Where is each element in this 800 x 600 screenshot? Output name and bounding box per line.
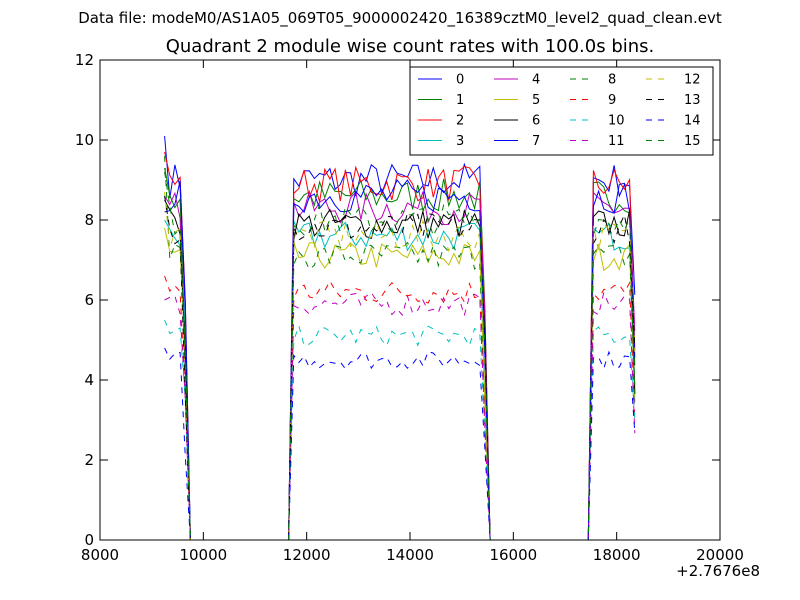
series-line-12 [164, 191, 636, 541]
x-tick-label: 12000 [283, 546, 331, 564]
x-tick-label: 10000 [179, 546, 227, 564]
legend-label-4: 4 [532, 73, 540, 88]
y-tick-label: 8 [84, 211, 94, 229]
series-line-5 [164, 227, 636, 541]
x-tick-label: 20000 [696, 546, 744, 564]
legend-label-9: 9 [608, 93, 616, 108]
series-line-14 [164, 347, 636, 541]
series-line-8 [164, 155, 636, 541]
legend-label-3: 3 [456, 134, 464, 149]
y-tick-label: 4 [84, 371, 94, 389]
y-tick-label: 6 [84, 291, 94, 309]
series-line-0 [164, 135, 636, 541]
legend-label-7: 7 [532, 134, 540, 149]
legend-label-13: 13 [684, 93, 701, 108]
y-tick-label: 2 [84, 451, 94, 469]
legend-label-0: 0 [456, 73, 464, 88]
x-tick-label: 16000 [489, 546, 537, 564]
legend-label-6: 6 [532, 114, 540, 129]
legend-label-15: 15 [684, 134, 701, 149]
series-line-1 [164, 167, 636, 541]
y-tick-label: 12 [75, 51, 94, 69]
legend-label-8: 8 [608, 73, 616, 88]
legend-label-14: 14 [684, 114, 701, 129]
y-tick-label: 10 [75, 131, 94, 149]
series-line-9 [164, 275, 636, 541]
legend-label-5: 5 [532, 93, 540, 108]
series-line-4 [164, 189, 636, 541]
y-tick-label: 0 [84, 531, 94, 549]
x-tick-label: 18000 [593, 546, 641, 564]
x-tick-label: 8000 [81, 546, 119, 564]
x-tick-label: 14000 [386, 546, 434, 564]
x-offset-label: +2.7676e8 [676, 562, 760, 580]
series-line-6 [164, 199, 636, 541]
legend-label-1: 1 [456, 93, 464, 108]
series-line-11 [164, 290, 636, 541]
series-line-3 [164, 219, 636, 541]
legend-label-12: 12 [684, 73, 701, 88]
chart-title: Quadrant 2 module wise count rates with … [165, 36, 655, 57]
chart-suptitle: Data file: modeM0/AS1A05_069T05_90000024… [78, 9, 722, 27]
legend-label-10: 10 [608, 114, 625, 129]
series-line-2 [164, 151, 636, 541]
legend-label-11: 11 [608, 134, 625, 149]
legend-label-2: 2 [456, 114, 464, 129]
series-line-10 [164, 319, 636, 541]
